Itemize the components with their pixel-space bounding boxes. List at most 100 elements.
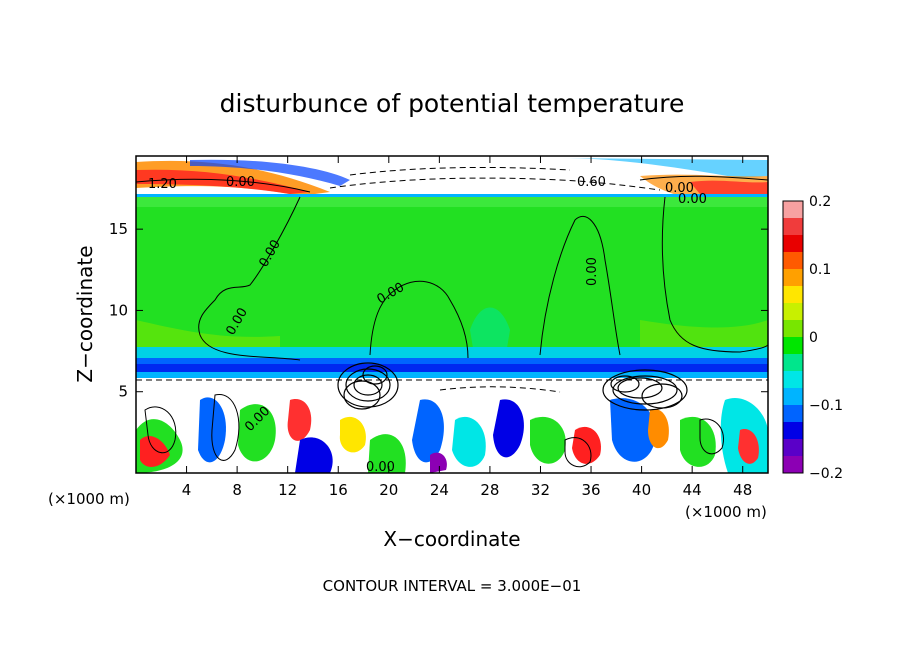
colorbar-tick-label-4: −0.2 (809, 466, 843, 482)
colorbar-swatch-12 (783, 405, 803, 423)
x-tick-label-2: 12 (278, 481, 297, 499)
contour-bl-2 (211, 394, 240, 461)
bl-red-4 (738, 429, 759, 464)
colorbar-swatch-14 (783, 439, 803, 457)
colorbar-tick-label-1: 0.1 (809, 262, 831, 278)
inversion-cyan-lower (136, 372, 768, 378)
bl-green-3 (368, 434, 406, 473)
cluster-left-2 (345, 368, 391, 402)
colorbar (782, 200, 804, 474)
bl-blue-3 (412, 399, 444, 463)
cluster-left-1 (337, 362, 399, 408)
stratosphere-band (136, 156, 768, 197)
colorbar-swatch-10 (783, 371, 803, 389)
cluster-right-5 (610, 375, 640, 393)
y-tick-label-0: 5 (118, 383, 128, 401)
x-axis-label: X−coordinate (383, 527, 520, 551)
x-tick-label-11: 48 (733, 481, 752, 499)
contour-center-dome (369, 280, 469, 359)
colorbar-swatch-2 (783, 235, 803, 253)
warm-anomaly-right-inner (690, 180, 768, 194)
x-tick-label-1: 8 (232, 481, 242, 499)
colorbar-swatch-1 (783, 218, 803, 236)
cluster-right-1 (602, 369, 688, 411)
contour-label-8: 0.00 (585, 257, 600, 286)
bl-purple-1 (430, 452, 447, 473)
inversion-deep-blue (136, 364, 768, 372)
x-tick-label-5: 24 (430, 481, 449, 499)
boundary-layer (136, 378, 768, 473)
contour-label-10: 0.00 (366, 460, 395, 475)
contour-bl-4 (699, 418, 724, 455)
contour-label-1: 1.20 (148, 177, 177, 192)
x-tick-label-3: 16 (329, 481, 348, 499)
bl-cyan-1 (452, 416, 486, 467)
bl-blue-2 (295, 437, 333, 473)
x-tick-label-0: 4 (182, 481, 192, 499)
x-unit-right: (×1000 m) (685, 503, 767, 521)
y-tick-label-1: 10 (109, 301, 128, 319)
contour-bl-3 (564, 437, 592, 468)
x-tick-label-9: 40 (632, 481, 651, 499)
bl-red-3 (572, 426, 601, 464)
y-axis-ticks: 5 10 15 (109, 220, 768, 401)
colorbar-swatch-11 (783, 388, 803, 406)
colorbar-swatch-8 (783, 337, 803, 355)
bl-green-4 (530, 416, 566, 464)
cluster-right-4 (641, 383, 683, 409)
bl-red-2 (287, 399, 312, 441)
contour-dashed-4 (439, 386, 561, 393)
bl-blue-5 (610, 398, 656, 462)
bl-green-5 (680, 416, 716, 467)
colorbar-tick-label-2: 0 (809, 330, 818, 346)
chart-title: disturbunce of potential temperature (220, 89, 685, 118)
colorbar-ticks: 0.2 0.1 0 −0.1 −0.2 (809, 194, 843, 482)
colorbar-tick-label-3: −0.1 (809, 398, 843, 414)
contour-tower (539, 215, 621, 356)
cluster-left-5 (362, 365, 388, 385)
contour-right (661, 196, 768, 353)
cluster-left-4 (343, 380, 381, 410)
contour-bl-1 (144, 406, 177, 453)
bl-blue-4 (493, 399, 524, 458)
contour-label-2: 0.00 (226, 175, 255, 190)
boundary-layer-white (136, 378, 768, 473)
contour-top-right (639, 175, 768, 181)
tropopause-cyan-line (136, 194, 768, 197)
x-axis-ticks: 4 8 12 16 20 24 28 32 36 40 44 48 (182, 156, 752, 499)
bl-red-1 (140, 435, 170, 467)
colorbar-swatch-3 (783, 252, 803, 270)
contour-label-3: 0.60 (577, 175, 606, 190)
bl-green-2 (238, 404, 276, 462)
colorbar-swatch-5 (783, 286, 803, 304)
inversion-cyan (136, 347, 768, 361)
x-tick-label-7: 32 (531, 481, 550, 499)
x-tick-label-10: 44 (683, 481, 702, 499)
x-unit-left: (×1000 m) (48, 490, 130, 508)
y-axis-label: Z−coordinate (73, 245, 97, 382)
plot-area: 1.20 0.00 0.60 0.00 0.00 0.00 0.00 0.00 … (136, 156, 768, 475)
contour-upper-left (198, 196, 301, 361)
contour-dashed-2 (349, 166, 571, 176)
contour-top-left (136, 178, 311, 193)
cluster-left-3 (353, 374, 383, 396)
bl-orange-1 (648, 409, 669, 449)
contour-dashed-1 (329, 177, 661, 191)
cool-anomaly-right (560, 158, 768, 178)
colorbar-swatch-15 (783, 456, 803, 474)
colorbar-swatch-0 (783, 201, 803, 219)
warm-anomaly-left-inner (136, 169, 310, 194)
green-strip-top (136, 197, 768, 207)
colorbar-swatch-6 (783, 303, 803, 321)
x-tick-label-4: 20 (379, 481, 398, 499)
cool-anomaly-left (190, 159, 350, 186)
x-tick-label-6: 28 (480, 481, 499, 499)
contour-clusters (337, 362, 688, 411)
contour-label-4: 0.00 (665, 181, 694, 196)
cluster-right-2 (612, 375, 678, 405)
colorbar-swatch-9 (783, 354, 803, 372)
cyan-patch-center (470, 307, 510, 360)
bl-yellow-1 (339, 416, 366, 453)
y-tick-label-2: 15 (109, 220, 128, 238)
